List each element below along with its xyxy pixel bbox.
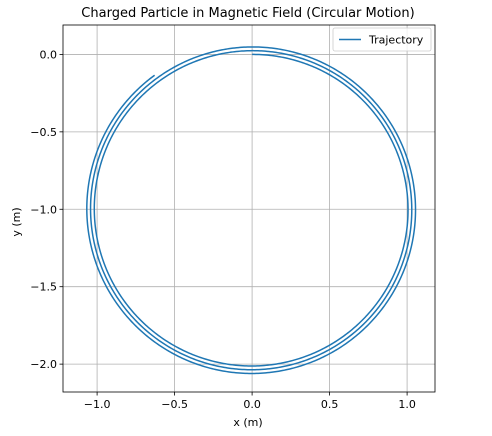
legend-label-trajectory: Trajectory <box>368 34 424 47</box>
y-tick-label: −1.5 <box>30 281 57 294</box>
x-gridlines <box>96 25 408 392</box>
x-tick-label: 0.5 <box>321 398 339 411</box>
x-axis-label: x (m) <box>233 416 262 429</box>
x-tick-label: −0.5 <box>161 398 188 411</box>
chart-title: Charged Particle in Magnetic Field (Circ… <box>81 6 414 21</box>
y-axis-label: y (m) <box>10 207 23 236</box>
y-tick-label: 0.0 <box>40 48 58 61</box>
axes-background <box>63 25 435 392</box>
series-line-trajectory <box>86 46 417 375</box>
x-tick-label: −1.0 <box>84 398 111 411</box>
y-tick-label: −0.5 <box>30 126 57 139</box>
x-tick-label: 0.0 <box>243 398 261 411</box>
y-tick-label: −2.0 <box>30 358 57 371</box>
legend: Trajectory <box>332 27 432 52</box>
y-gridlines <box>63 54 435 365</box>
plot-area <box>62 24 436 393</box>
x-tick-label: 1.0 <box>398 398 416 411</box>
legend-box <box>332 27 432 52</box>
y-axis-ticks: 0.0 −0.5 −1.0 −1.5 −2.0 <box>30 48 63 371</box>
y-tick-label: −1.0 <box>30 203 57 216</box>
x-axis-ticks: −1.0 −0.5 0.0 0.5 1.0 <box>84 392 416 411</box>
axes-frame <box>62 24 436 393</box>
series-layer <box>86 46 417 375</box>
